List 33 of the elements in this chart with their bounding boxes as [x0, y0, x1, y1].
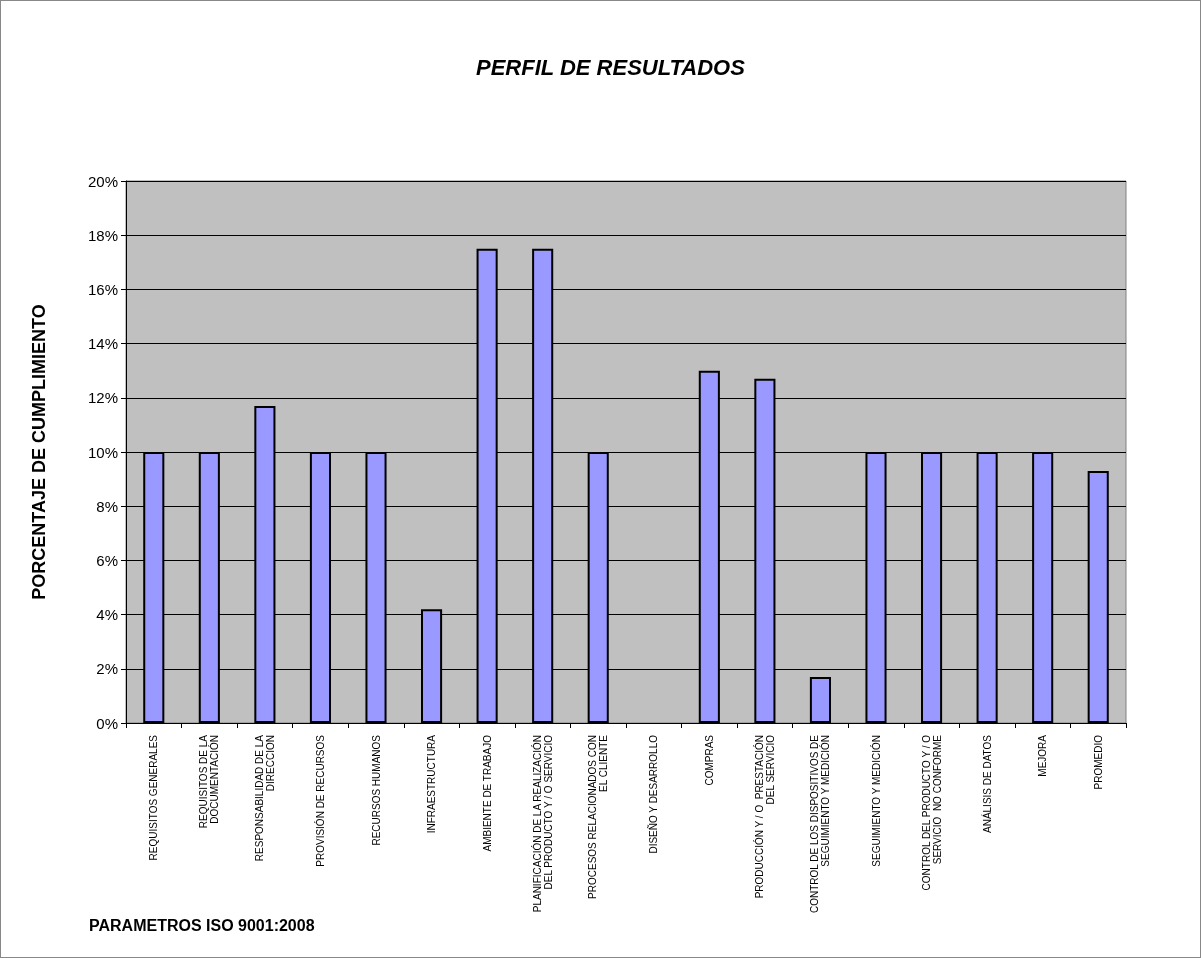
chart-title: PERFIL DE RESULTADOS — [476, 54, 746, 80]
y-tick-label: 20% — [87, 172, 118, 190]
y-tick-label: 18% — [87, 226, 118, 244]
y-tick-label: 12% — [87, 389, 118, 407]
x-tick-label: COMPRAS — [703, 734, 715, 786]
y-tick-label: 0% — [96, 714, 118, 732]
x-tick-label: PROMEDIO — [1092, 734, 1104, 790]
x-tick-label: SEGUIMIENTO Y MEDICIÓN — [869, 735, 882, 867]
x-tick-label: PROCESOS RELACIONADOS CON EL CLIENTE — [587, 734, 610, 899]
y-tick-label: 8% — [96, 497, 118, 515]
text: PARAMETROS ISO 9001:2008 — [89, 917, 315, 935]
y-tick-label: 14% — [87, 335, 118, 353]
x-tick-label: PRODUCCIÓN Y / O PRESTACIÓN DEL SERVICIO — [752, 734, 776, 899]
y-tick-label: 4% — [96, 606, 118, 624]
x-tick-label: ANÁLISIS DE DATOS — [980, 734, 993, 833]
x-tick-label: CONTROL DE LOS DISPOSITIVOS DE SEGUIMIENTO Y MEDICIÓN — [809, 734, 832, 913]
x-tick-label: CONTROL DEL PRODUCTO Y / O SERVICIO NO CONFORME — [920, 734, 943, 891]
x-tick-label: RESPONSABILIDAD DE LA DIRECCION — [253, 734, 276, 862]
x-tick-label: REQUISITOS GENERALES — [148, 734, 160, 861]
y-tick-label: 16% — [87, 280, 118, 298]
x-tick-label: DISEÑO Y DESARROLLO — [647, 734, 660, 854]
x-tick-label: PROVISIÓN DE RECURSOS — [313, 734, 326, 867]
x-tick-label: AMBIENTE DE TRABAJO — [481, 734, 493, 852]
x-tick-label: INFRAESTRUCTURA — [426, 734, 438, 834]
x-tick-label: MEJORA — [1037, 734, 1049, 777]
y-tick-label: 6% — [96, 551, 118, 569]
bar — [809, 676, 831, 723]
y-axis-title: PORCENTAJE DE CUMPLIMIENTO — [29, 304, 49, 600]
y-tick-label: 2% — [96, 660, 118, 678]
y-tick-label: 10% — [87, 443, 118, 461]
x-tick-label: REQUISITOS DE LA DOCUMENTACIÓN — [198, 734, 221, 829]
x-tick-label: PLANIFICACIÓN DE LA REALIZACIÓN DEL PRODUCTO Y / O SERVICIO — [530, 734, 554, 913]
x-tick-label: RECURSOS HUMANOS — [370, 734, 382, 846]
